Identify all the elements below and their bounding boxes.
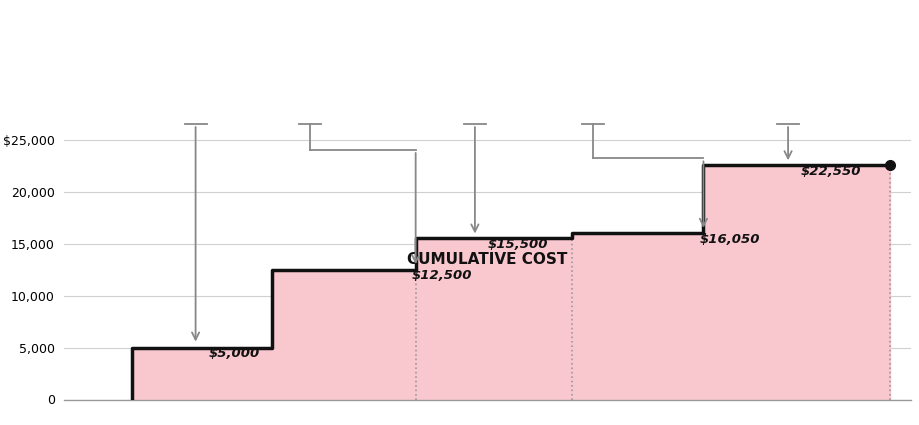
Text: $15,500: $15,500 [487, 238, 548, 252]
Polygon shape [132, 165, 889, 400]
Text: $22,550: $22,550 [800, 165, 860, 178]
Text: $12,500: $12,500 [411, 269, 471, 282]
Text: $5,000: $5,000 [208, 346, 259, 360]
Text: $16,050: $16,050 [698, 233, 759, 246]
Text: CUMULATIVE COST: CUMULATIVE COST [407, 252, 567, 267]
